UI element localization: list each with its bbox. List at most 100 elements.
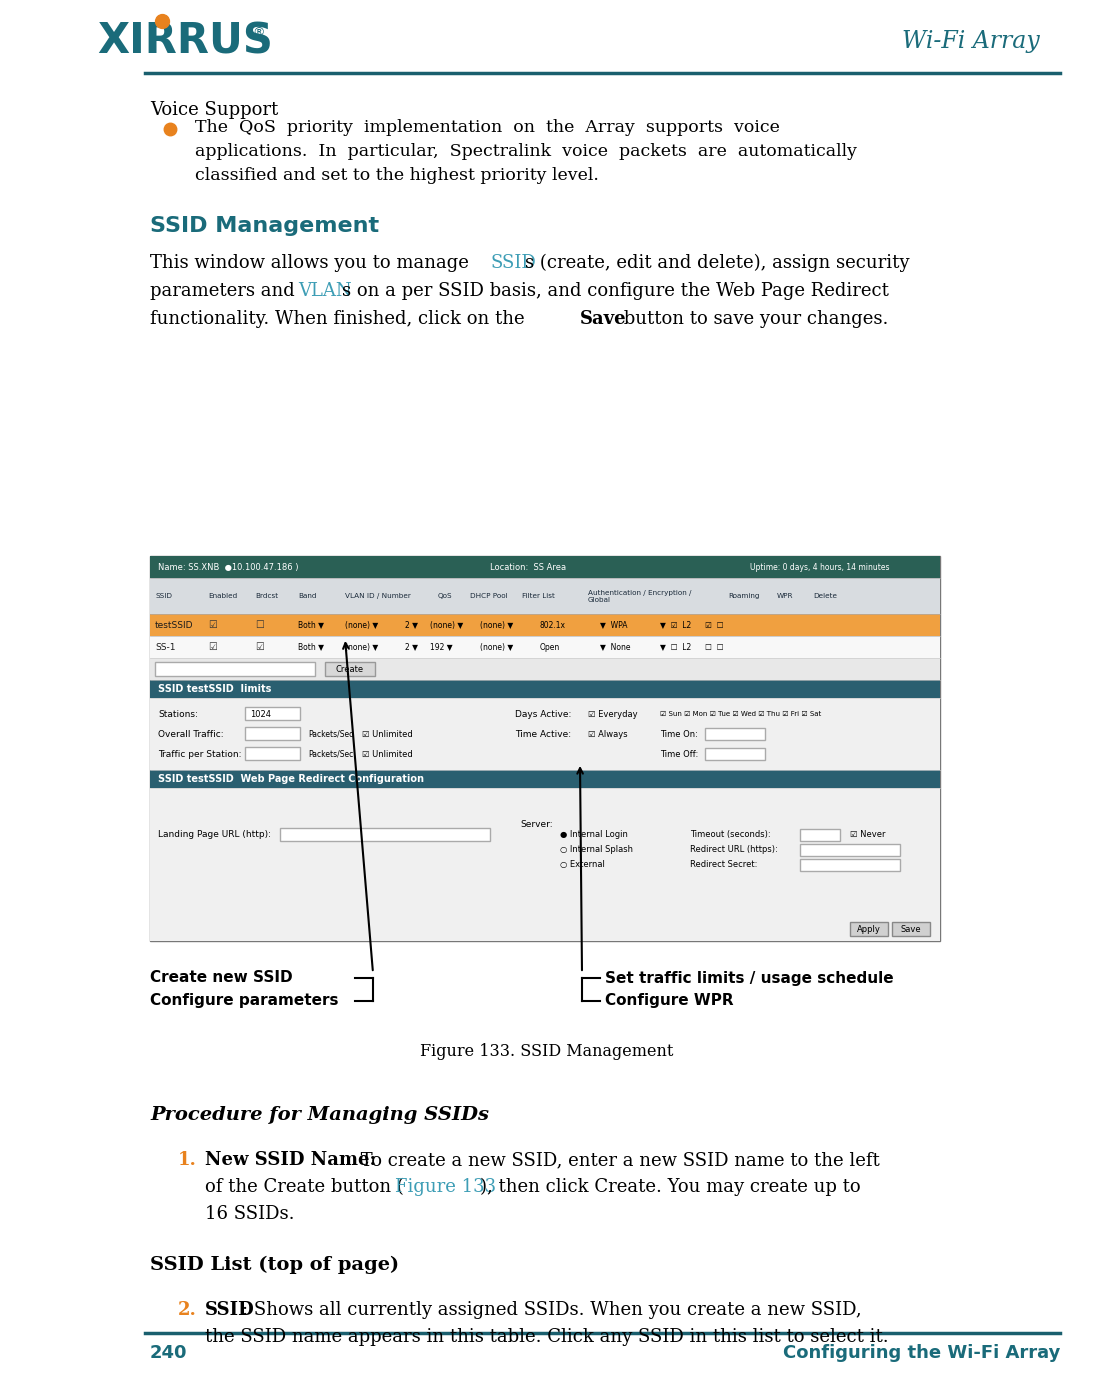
Text: (none) ▼: (none) ▼ [430,620,463,630]
Bar [150,657,940,679]
Text: 1.: 1. [178,1150,197,1168]
Text: ☑ Unlimited: ☑ Unlimited [362,729,412,739]
Text: ☑ Always: ☑ Always [587,729,628,739]
Text: ☑ Everyday: ☑ Everyday [587,710,638,718]
Text: Time Off:: Time Off: [660,750,698,758]
Bar [245,726,300,740]
Text: ®: ® [252,26,265,40]
Text: (none) ▼: (none) ▼ [480,620,513,630]
Text: 1024: 1024 [251,710,271,718]
Bar [892,923,930,936]
Text: Figure 133: Figure 133 [395,1178,496,1196]
Text: Save: Save [580,309,627,329]
Text: classified and set to the highest priority level.: classified and set to the highest priori… [195,167,598,184]
Text: Server:: Server: [520,820,552,829]
Text: 192 ▼: 192 ▼ [430,642,453,652]
Text: SSID testSSID  limits: SSID testSSID limits [158,684,271,695]
Bar [705,749,765,760]
Text: Packets/Sec: Packets/Sec [309,729,353,739]
Bar [150,557,940,579]
Bar [245,707,300,720]
Text: Procedure for Managing SSIDs: Procedure for Managing SSIDs [150,1106,489,1124]
Bar [150,557,940,940]
Text: ▼  ☑  L2: ▼ ☑ L2 [660,620,691,630]
Text: 2 ▼: 2 ▼ [405,620,418,630]
Text: : Shows all currently assigned SSIDs. When you create a new SSID,: : Shows all currently assigned SSIDs. Wh… [242,1301,862,1319]
Text: SS-1: SS-1 [155,642,175,652]
Text: s on a per SSID basis, and configure the Web Page Redirect: s on a per SSID basis, and configure the… [342,282,888,300]
Text: XIRRUS: XIRRUS [97,19,272,62]
Text: Figure 133. SSID Management: Figure 133. SSID Management [420,1043,674,1059]
Text: Roaming: Roaming [728,592,759,599]
Text: ☑ Never: ☑ Never [850,830,885,840]
Text: Landing Page URL (http):: Landing Page URL (http): [158,830,271,840]
Text: QoS: QoS [438,592,453,599]
Text: Name: SS.XNB  ●10.100.47.186 ): Name: SS.XNB ●10.100.47.186 ) [158,562,299,572]
Text: ☑  ☐: ☑ ☐ [705,620,723,630]
Text: of the Create button (: of the Create button ( [205,1178,404,1196]
Text: ▼  WPA: ▼ WPA [600,620,628,630]
Text: s (create, edit and delete), assign security: s (create, edit and delete), assign secu… [525,254,909,272]
Bar [150,615,940,637]
Text: ☑ Sun ☑ Mon ☑ Tue ☑ Wed ☑ Thu ☑ Fri ☑ Sat: ☑ Sun ☑ Mon ☑ Tue ☑ Wed ☑ Thu ☑ Fri ☑ Sa… [660,711,822,717]
Bar [155,661,315,677]
Text: Both ▼: Both ▼ [298,642,324,652]
Text: Configuring the Wi-Fi Array: Configuring the Wi-Fi Array [782,1344,1060,1362]
Text: The  QoS  priority  implementation  on  the  Array  supports  voice: The QoS priority implementation on the A… [195,119,780,135]
Text: Set traffic limits / usage schedule: Set traffic limits / usage schedule [605,971,894,986]
Text: ☐  ☐: ☐ ☐ [705,642,723,652]
Bar [150,579,940,615]
Bar [800,829,840,841]
Text: 802.1x: 802.1x [540,620,566,630]
Text: ☑: ☑ [208,642,217,652]
Bar [850,923,888,936]
Text: testSSID: testSSID [155,620,194,630]
Text: SSID: SSID [155,592,172,599]
Text: Configure WPR: Configure WPR [605,993,734,1008]
Text: Redirect Secret:: Redirect Secret: [690,860,757,869]
Text: (none) ▼: (none) ▼ [480,642,513,652]
Text: To create a new SSID, enter a new SSID name to the left: To create a new SSID, enter a new SSID n… [354,1150,880,1168]
Text: Location:  SS Area: Location: SS Area [490,562,566,572]
Text: ○ Internal Splash: ○ Internal Splash [560,845,633,853]
Text: 16 SSIDs.: 16 SSIDs. [205,1206,294,1224]
Text: Create new SSID: Create new SSID [150,971,292,986]
Text: Enabled: Enabled [208,592,237,599]
Text: 2 ▼: 2 ▼ [405,642,418,652]
Text: Filter List: Filter List [522,592,555,599]
Text: ○ External: ○ External [560,860,605,869]
Text: VLAN: VLAN [298,282,351,300]
Text: Days Active:: Days Active: [515,710,571,718]
Text: DHCP Pool: DHCP Pool [470,592,508,599]
Text: SSID List (top of page): SSID List (top of page) [150,1255,399,1275]
Text: ), then click Create. You may create up to: ), then click Create. You may create up … [480,1178,861,1196]
Text: Time On:: Time On: [660,729,698,739]
Text: Configure parameters: Configure parameters [150,993,338,1008]
Text: This window allows you to manage: This window allows you to manage [150,254,475,272]
Text: Traffic per Station:: Traffic per Station: [158,750,242,758]
Text: applications.  In  particular,  Spectralink  voice  packets  are  automatically: applications. In particular, Spectralink… [195,144,857,160]
Text: functionality. When finished, click on the: functionality. When finished, click on t… [150,309,531,329]
Text: parameters and: parameters and [150,282,301,300]
Text: ☑: ☑ [255,642,264,652]
Bar [245,747,300,760]
Text: Apply: Apply [857,924,881,934]
Text: SSID: SSID [205,1301,255,1319]
Text: ☐: ☐ [255,620,264,630]
Bar [150,637,940,657]
Text: Delete: Delete [813,592,837,599]
Text: Time Active:: Time Active: [515,729,571,739]
Text: 2.: 2. [178,1301,197,1319]
Bar [800,844,900,855]
Text: WPR: WPR [777,592,793,599]
Bar [150,789,940,940]
Text: Packets/Sec: Packets/Sec [309,750,353,758]
Text: (none) ▼: (none) ▼ [345,620,379,630]
Bar [280,827,490,841]
Text: Open: Open [540,642,560,652]
Text: Authentication / Encryption /
Global: Authentication / Encryption / Global [587,590,691,602]
Text: Save: Save [900,924,921,934]
Text: Overall Traffic:: Overall Traffic: [158,729,223,739]
Text: ▼  ☐  L2: ▼ ☐ L2 [660,642,691,652]
Bar [325,661,375,677]
